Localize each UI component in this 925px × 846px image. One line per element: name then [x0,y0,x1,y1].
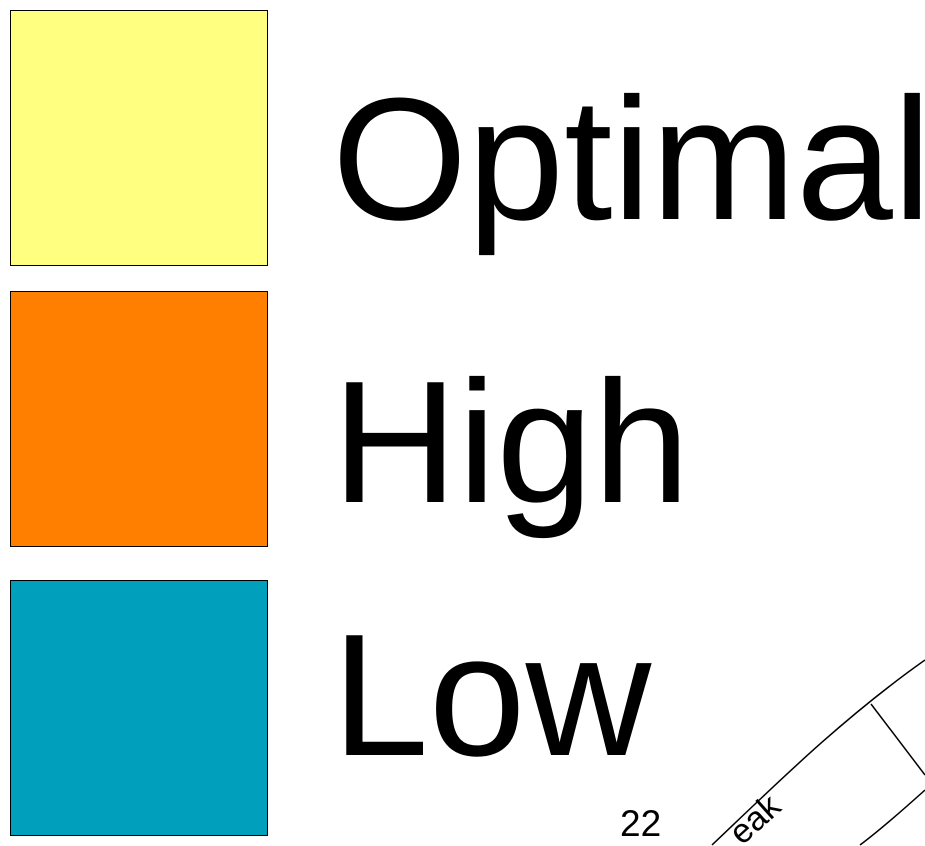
lot-boundary [871,704,925,775]
street-label: eak [722,786,789,846]
street-edge-lower [860,790,925,845]
